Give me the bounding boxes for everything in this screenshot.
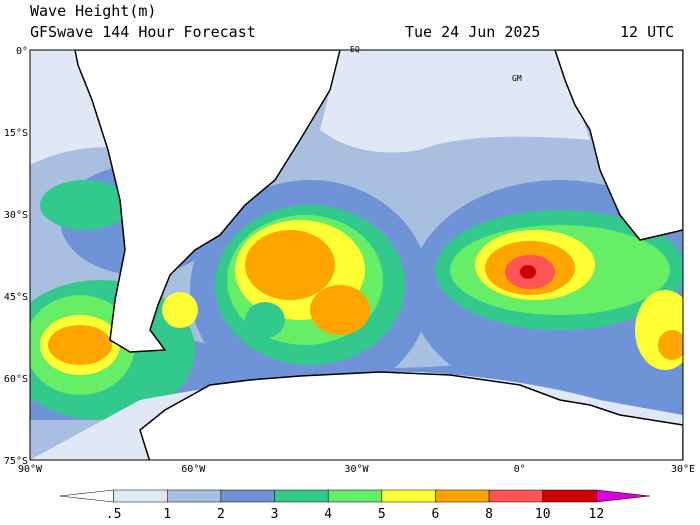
- wave-band: [320, 50, 590, 153]
- lat-label: 45°S: [4, 292, 28, 303]
- wave-band: [310, 285, 370, 335]
- wave-band: [48, 325, 112, 365]
- colorbar-box: [381, 489, 436, 503]
- wave-band: [245, 302, 285, 338]
- wave-band: [635, 290, 683, 370]
- colorbar-label: 8: [485, 507, 493, 522]
- map-label: GM: [512, 74, 522, 83]
- colorbar-box: [274, 489, 329, 503]
- lon-label: 0°: [514, 464, 526, 475]
- lat-label: 75°S: [4, 456, 28, 467]
- africa: [554, 50, 683, 241]
- wave-band: [658, 330, 683, 360]
- colorbar-label: 10: [535, 507, 551, 522]
- antarctica: [139, 371, 683, 460]
- south-america: [74, 50, 341, 353]
- colorbar-label: 1: [163, 507, 171, 522]
- date: Tue 24 Jun 2025: [405, 23, 540, 41]
- wave-band: [40, 180, 130, 230]
- colorbar-end: [59, 489, 114, 503]
- wave-band: [520, 265, 536, 279]
- colorbar-label: 2: [217, 507, 225, 522]
- colorbar-label: 5: [378, 507, 386, 522]
- lon-label: 30°W: [344, 464, 369, 475]
- lon-label: 90°W: [18, 464, 43, 475]
- land: [74, 50, 683, 460]
- map-label: EQ: [350, 45, 360, 54]
- map-area: [30, 50, 683, 460]
- colorbar-box: [113, 489, 168, 503]
- colorbar-box: [488, 489, 543, 503]
- lat-label: 15°S: [4, 128, 28, 139]
- lat-label: 0°: [16, 46, 28, 57]
- colorbar-label: .5: [106, 507, 122, 522]
- wave-band: [162, 292, 198, 328]
- colorbar-label: 4: [324, 507, 332, 522]
- time: 12 UTC: [620, 23, 674, 41]
- colorbar-label: 6: [432, 507, 440, 522]
- lon-label: 60°W: [181, 464, 206, 475]
- colorbar-label: 12: [589, 507, 605, 522]
- lat-label: 30°S: [4, 210, 28, 221]
- colorbar-box: [542, 489, 597, 503]
- lon-label: 30°E: [671, 464, 695, 475]
- colorbar-box: [220, 489, 275, 503]
- colorbar-box: [435, 489, 490, 503]
- colorbar-box: [327, 489, 383, 503]
- subtitle: GFSwave 144 Hour Forecast: [30, 23, 256, 41]
- title: Wave Height(m): [30, 2, 156, 20]
- colorbar-end: [596, 489, 651, 503]
- map-frame: [29, 49, 684, 461]
- wave-band: [245, 230, 335, 300]
- lat-label: 60°S: [4, 374, 28, 385]
- colorbar-label: 3: [271, 507, 279, 522]
- colorbar-box: [167, 489, 222, 503]
